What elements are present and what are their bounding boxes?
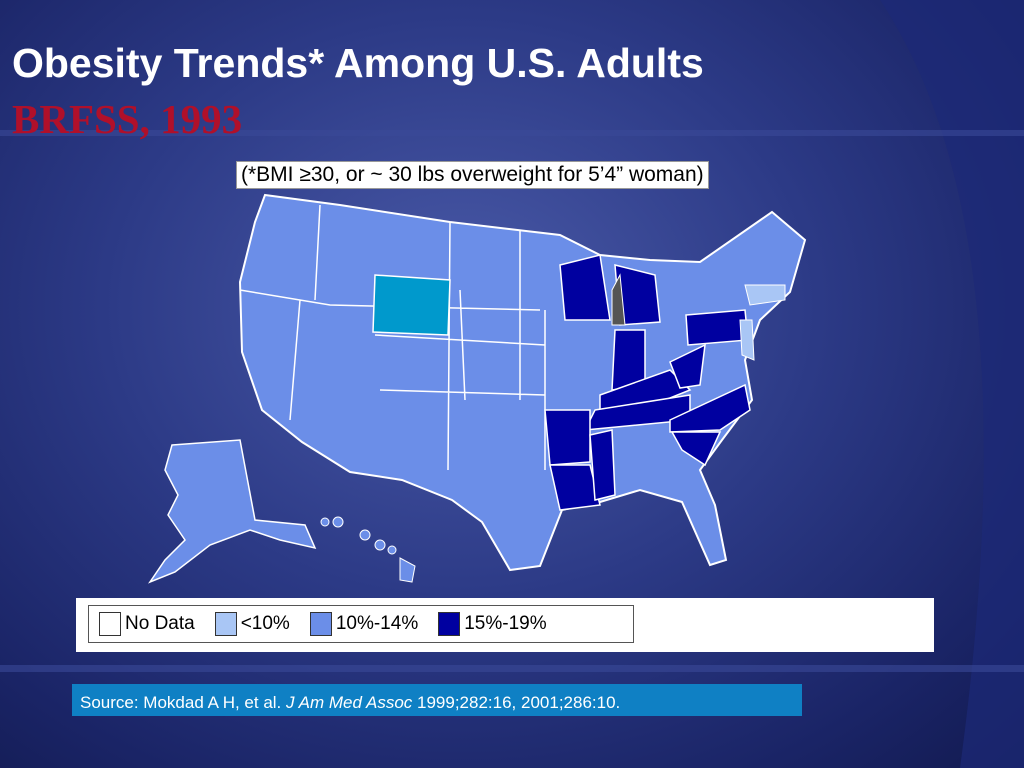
legend-item: 15%-19% [438,612,547,636]
legend-swatch [214,612,237,636]
title: Obesity Trends* Among U.S. Adults [12,40,704,86]
legend-item: 10%-14% [309,612,419,636]
note: (*BMI ≥30, or ~ 30 lbs overweight for 5’… [236,161,709,189]
source-suffix: 1999;282:16, 2001;286:10. [412,693,621,712]
legend-swatch [99,612,121,636]
legend-box: No Data <10% 10%-14% 15%-19% [88,605,634,643]
legend-swatch [438,612,461,636]
legend-item: No Data [99,612,195,636]
legend-label: 10%-14% [335,613,419,634]
source-prefix: Source: Mokdad A H, et al. [80,693,287,712]
source: Source: Mokdad A H, et al. J Am Med Asso… [80,690,680,716]
source-box [72,684,802,716]
legend-label: <10% [240,613,290,634]
legend-item: <10% [214,612,290,636]
subtitle: BRFSS, 1993 [12,96,243,142]
legend-label: 15%-19% [464,613,547,634]
legend-label: No Data [125,613,195,634]
source-journal: J Am Med Assoc [286,693,413,712]
legend-swatch [309,612,332,636]
legend: No Data <10% 10%-14% 15%-19% [76,598,934,652]
